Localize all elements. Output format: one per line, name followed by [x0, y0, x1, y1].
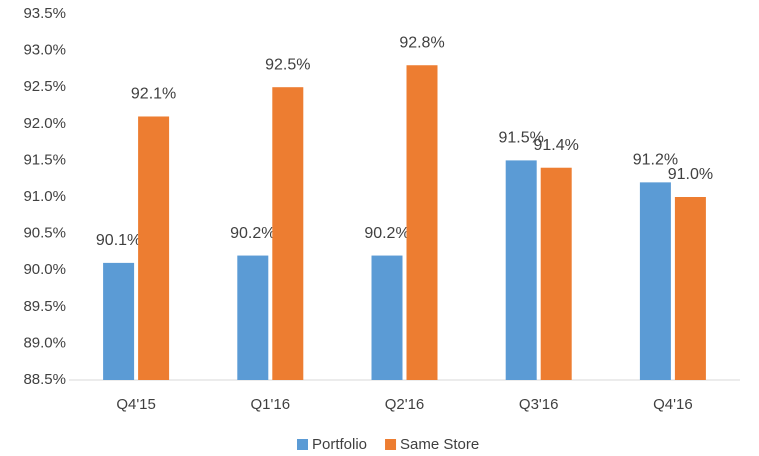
- y-tick-label: 88.5%: [23, 371, 66, 388]
- y-tick-label: 93.0%: [23, 42, 66, 59]
- bar: [237, 255, 269, 380]
- y-tick-label: 91.0%: [23, 188, 66, 205]
- bar: [505, 160, 537, 380]
- data-label: 92.1%: [131, 86, 176, 103]
- bar: [674, 197, 706, 380]
- x-tick-label: Q4'15: [116, 396, 156, 413]
- x-tick-label: Q4'16: [653, 396, 693, 413]
- y-tick-label: 92.0%: [23, 115, 66, 132]
- data-label: 91.5%: [499, 130, 544, 147]
- bar: [639, 182, 671, 380]
- bar: [406, 65, 438, 381]
- data-label: 92.8%: [399, 34, 444, 51]
- data-label: 90.1%: [96, 232, 141, 249]
- bar: [138, 116, 170, 380]
- data-label: 91.2%: [633, 152, 678, 169]
- x-tick-label: Q3'16: [519, 396, 559, 413]
- data-label: 90.2%: [364, 225, 409, 242]
- data-label: 92.5%: [265, 56, 310, 73]
- bar: [103, 262, 135, 380]
- legend-swatch: [385, 439, 397, 450]
- y-tick-label: 89.0%: [23, 334, 66, 351]
- y-tick-label: 92.5%: [23, 78, 66, 95]
- bar: [540, 167, 572, 380]
- data-label: 90.2%: [230, 225, 275, 242]
- x-tick-label: Q1'16: [251, 396, 291, 413]
- y-tick-label: 93.5%: [23, 5, 66, 22]
- y-tick-label: 89.5%: [23, 298, 66, 315]
- x-tick-label: Q2'16: [385, 396, 425, 413]
- data-label: 91.4%: [534, 137, 579, 154]
- legend-label: Same Store: [400, 436, 479, 453]
- y-tick-label: 90.0%: [23, 261, 66, 278]
- bar: [371, 255, 403, 380]
- legend-swatch: [297, 439, 308, 450]
- data-label: 91.0%: [668, 166, 713, 183]
- y-tick-label: 90.5%: [23, 225, 66, 242]
- y-tick-label: 91.5%: [23, 151, 66, 168]
- bar: [272, 87, 304, 380]
- legend-label: Portfolio: [312, 436, 367, 453]
